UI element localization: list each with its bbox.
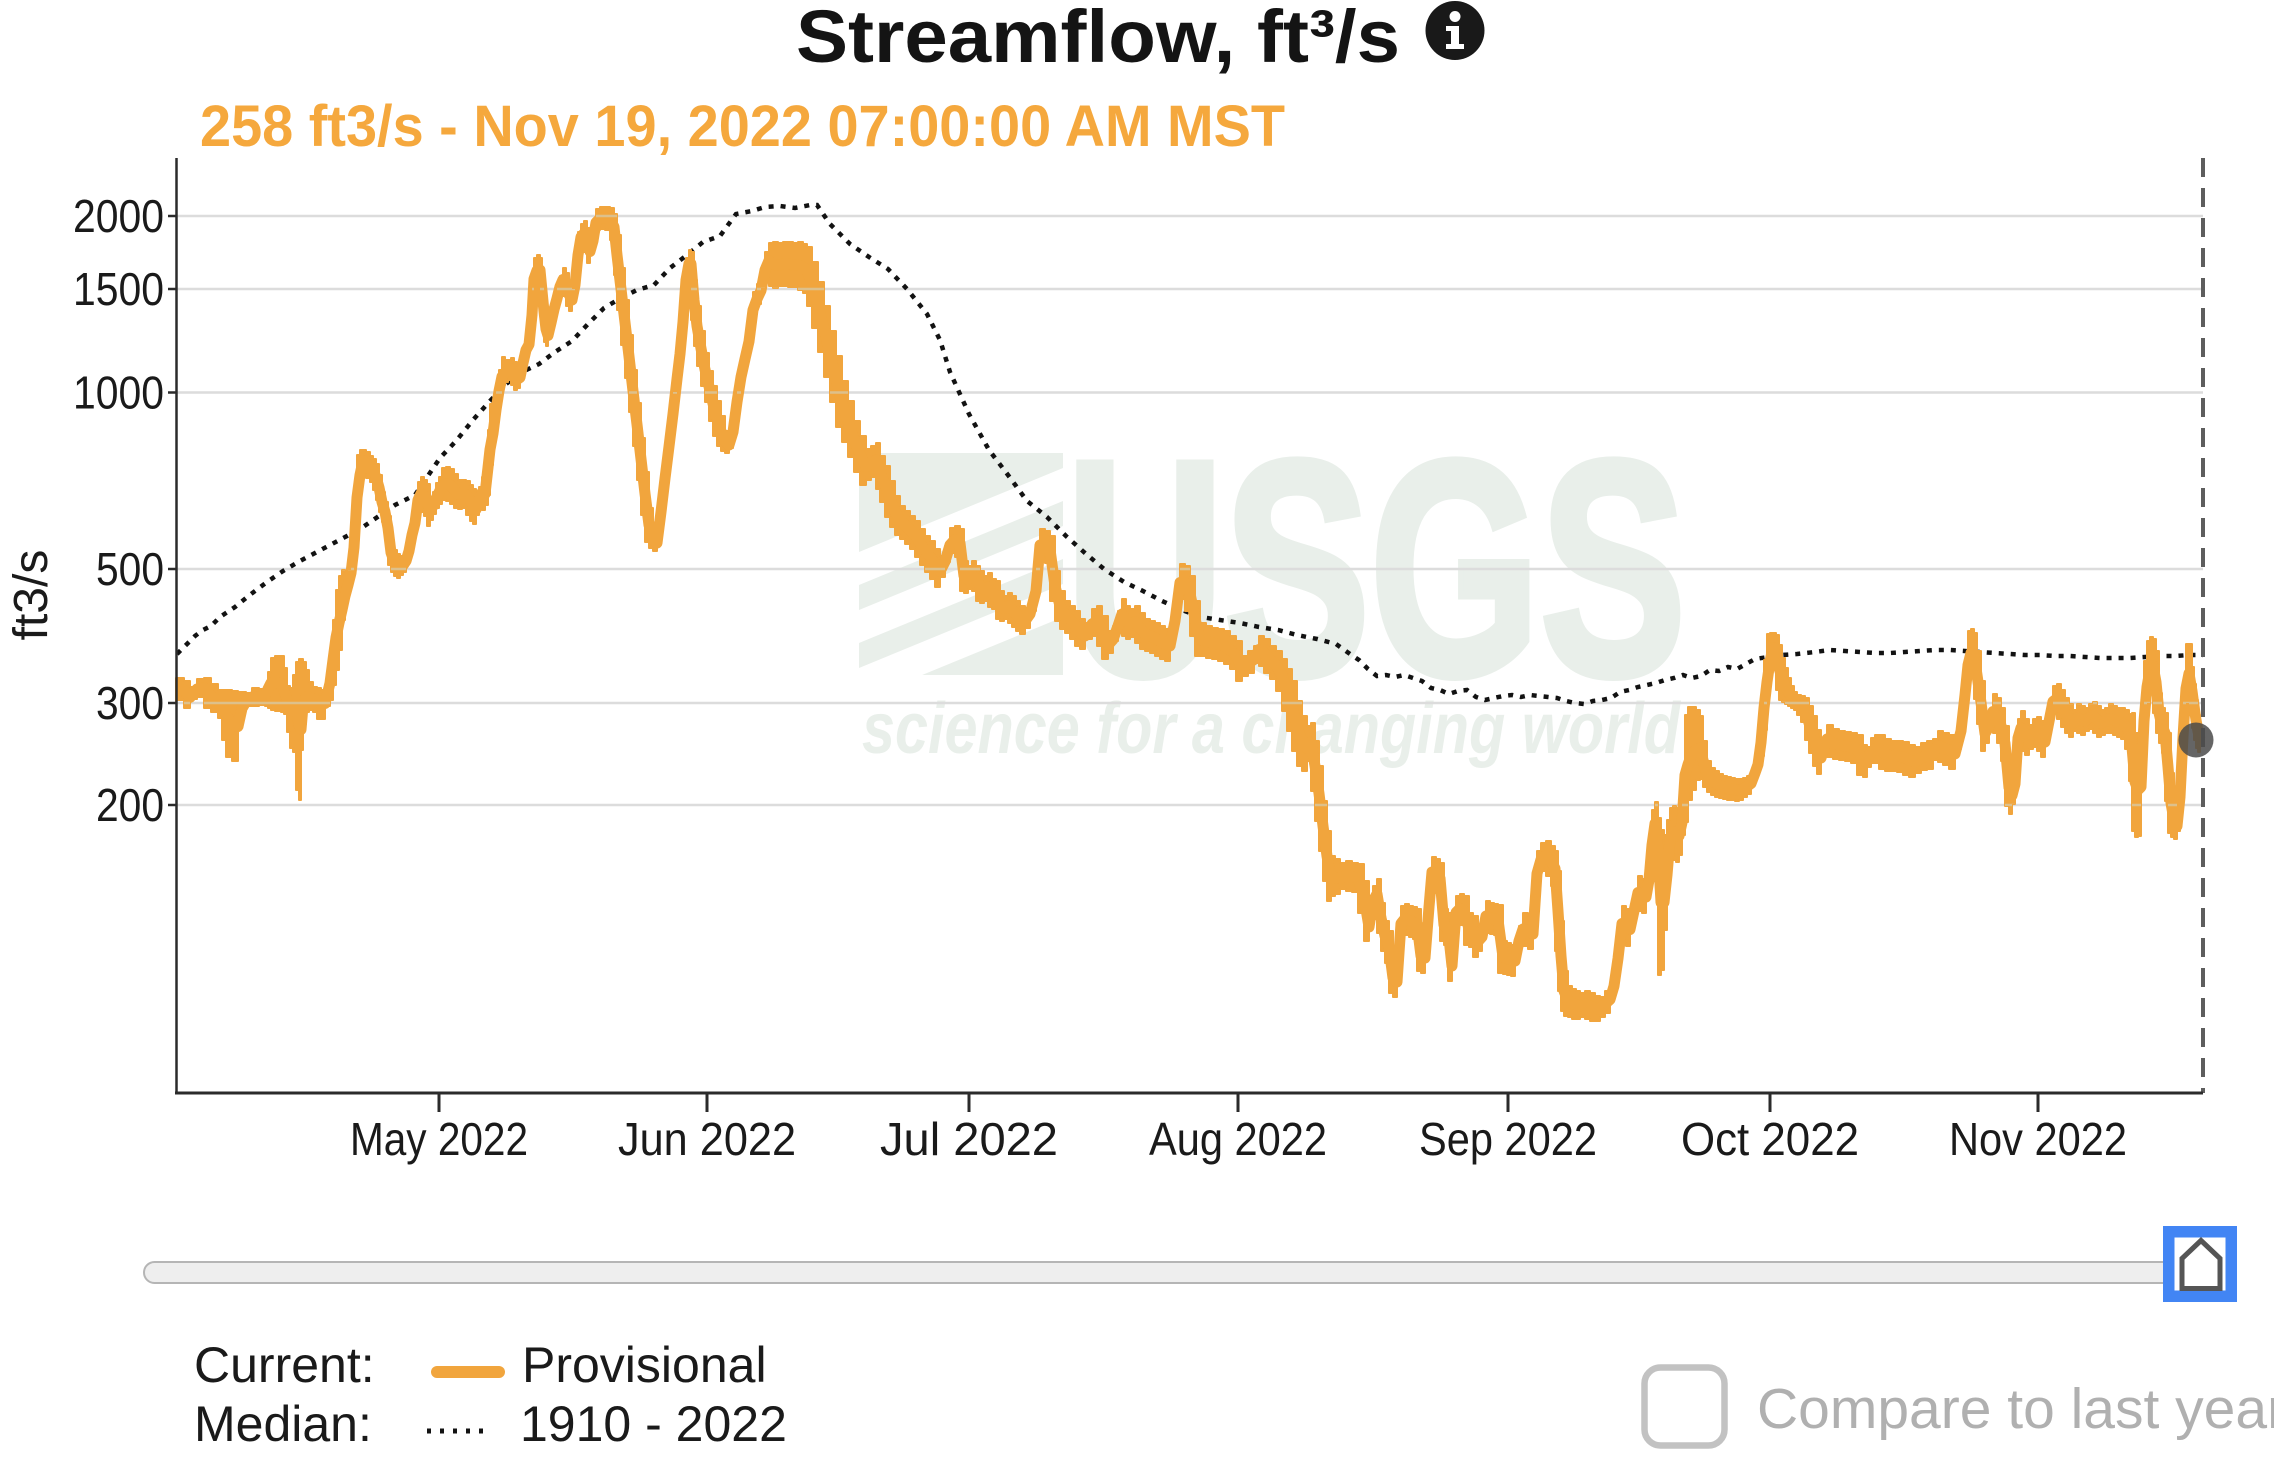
svg-text:1910 - 2022: 1910 - 2022	[520, 1396, 787, 1452]
svg-text:Compare to last year: Compare to last year	[1757, 1377, 2274, 1441]
svg-text:Aug 2022: Aug 2022	[1149, 1113, 1327, 1165]
svg-text:500: 500	[96, 543, 164, 595]
svg-text:ft3/s: ft3/s	[5, 550, 58, 641]
svg-text:Current:: Current:	[194, 1337, 375, 1393]
svg-text:Streamflow, ft³/s: Streamflow, ft³/s	[796, 0, 1400, 78]
svg-text:200: 200	[96, 779, 164, 831]
svg-text:Jul 2022: Jul 2022	[880, 1113, 1058, 1165]
svg-text:2000: 2000	[73, 190, 164, 242]
svg-text:300: 300	[96, 677, 164, 729]
svg-text:May 2022: May 2022	[350, 1113, 528, 1165]
svg-text:1000: 1000	[73, 367, 164, 419]
svg-text:1500: 1500	[73, 263, 164, 315]
svg-text:Nov 2022: Nov 2022	[1949, 1113, 2127, 1165]
svg-text:258 ft3/s - Nov 19, 2022 07:00: 258 ft3/s - Nov 19, 2022 07:00:00 AM MST	[200, 94, 1285, 159]
svg-text:Provisional: Provisional	[522, 1337, 767, 1393]
svg-text:science for a changing world: science for a changing world	[862, 689, 1682, 769]
svg-text:Sep 2022: Sep 2022	[1419, 1113, 1597, 1165]
svg-text:Jun 2022: Jun 2022	[618, 1113, 796, 1165]
svg-text:Median:: Median:	[194, 1396, 372, 1452]
svg-text:Oct 2022: Oct 2022	[1681, 1113, 1859, 1165]
